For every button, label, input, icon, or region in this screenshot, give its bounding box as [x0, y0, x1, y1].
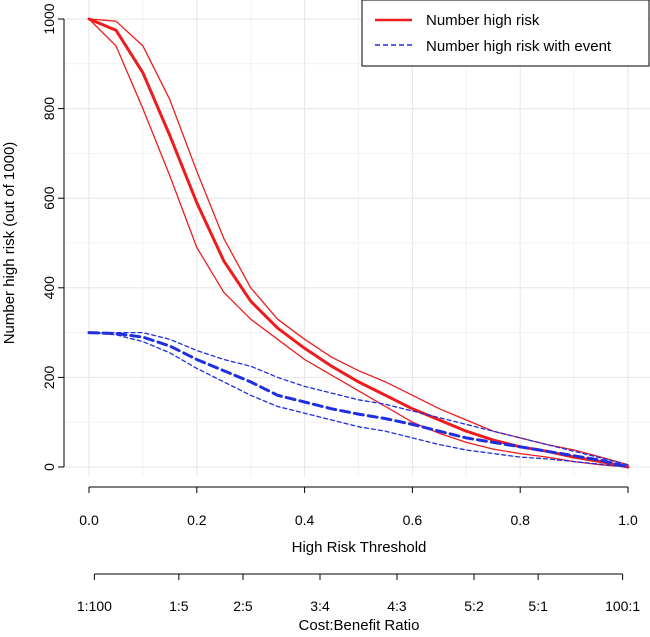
- x-tick-label: 0.6: [403, 512, 423, 528]
- y-axis-title: Number high risk (out of 1000): [1, 142, 18, 345]
- legend: Number high risk Number high risk with e…: [361, 0, 650, 67]
- x-axis: 0.0 0.2 0.4 0.6 0.8 1.0: [79, 486, 638, 528]
- x-tick-label: 0.2: [187, 512, 207, 528]
- cost-benefit-tick-label: 5:2: [464, 598, 484, 614]
- x-tick-label: 0.4: [295, 512, 315, 528]
- y-axis: 0 200 400 600 800 1000: [41, 3, 65, 471]
- cost-benefit-tick-label: 3:4: [310, 598, 330, 614]
- cost-benefit-tick-label: 1:100: [77, 598, 112, 614]
- x-tick-label: 0.0: [79, 512, 99, 528]
- cost-benefit-tick-label: 1:5: [169, 598, 189, 614]
- series-line-number-high-risk-with-event-upper: [88, 331, 629, 466]
- cost-benefit-tick-label: 4:3: [387, 598, 407, 614]
- y-tick-label: 800: [41, 97, 57, 121]
- legend-label-number-high-risk: Number high risk: [426, 12, 540, 29]
- series-lines: [87, 17, 630, 469]
- cost-benefit-axis-title: Cost:Benefit Ratio: [299, 617, 420, 634]
- cost-benefit-tick-label: 2:5: [233, 598, 253, 614]
- series-line-number-high-risk-lower: [88, 18, 629, 468]
- series-line-number-high-risk-with-event: [87, 331, 630, 469]
- cost-benefit-tick-label: 5:1: [528, 598, 548, 614]
- plot-area-border: [64, 0, 650, 477]
- y-tick-label: 0: [41, 463, 57, 471]
- legend-label-number-high-risk-with-event: Number high risk with event: [426, 38, 612, 55]
- x-axis-title: High Risk Threshold: [292, 539, 427, 556]
- x-tick-label: 0.8: [510, 512, 530, 528]
- y-tick-label: 1000: [41, 3, 57, 34]
- legend-box: [361, 0, 650, 67]
- y-tick-label: 200: [41, 366, 57, 390]
- y-tick-label: 600: [41, 186, 57, 210]
- series-line-number-high-risk-with-event-lower: [88, 331, 629, 468]
- grid: [64, 0, 650, 477]
- y-tick-label: 400: [41, 276, 57, 300]
- x-tick-label: 1.0: [618, 512, 638, 528]
- cost-benefit-tick-label: 100:1: [605, 598, 640, 614]
- cost-benefit-axis: 1:100 1:5 2:5 3:4 4:3 5:2 5:1 100:1: [77, 573, 640, 614]
